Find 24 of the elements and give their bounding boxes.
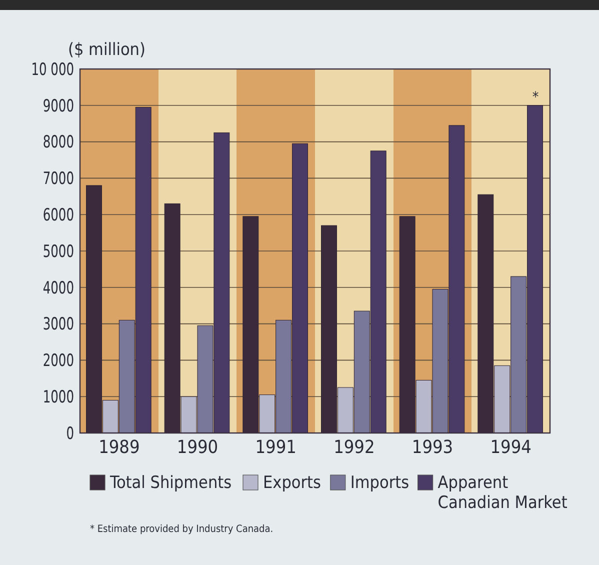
y-axis-title: ($ million) xyxy=(68,40,146,60)
y-tick-label: 2000 xyxy=(42,350,74,371)
y-tick-label: 9000 xyxy=(42,96,74,116)
x-tick-label: 1989 xyxy=(98,437,140,458)
y-tick-label: 5000 xyxy=(42,241,74,262)
y-tick-label: 1000 xyxy=(42,387,74,407)
y-tick-label: 10 000 xyxy=(31,59,74,80)
legend-label: Imports xyxy=(350,473,410,493)
y-tick-label: 3000 xyxy=(42,314,74,334)
x-tick-label: 1994 xyxy=(490,437,532,458)
legend-label: Exports xyxy=(263,473,322,493)
x-tick-label: 1992 xyxy=(334,437,375,458)
x-tick-label: 1990 xyxy=(176,437,218,458)
annotation: * xyxy=(532,89,539,106)
x-tick-label: 1991 xyxy=(255,437,296,458)
text: * Estimate provided by Industry Canada. xyxy=(90,524,274,535)
legend-label: Total Shipments xyxy=(109,473,232,493)
y-tick-label: 0 xyxy=(66,423,74,444)
y-tick-label: 8000 xyxy=(42,132,74,152)
y-tick-label: 6000 xyxy=(42,205,74,225)
x-tick-label: 1993 xyxy=(412,437,454,458)
legend-label: Apparent Canadian Market xyxy=(438,473,568,513)
y-tick-label: 7000 xyxy=(42,168,74,189)
y-tick-label: 4000 xyxy=(42,278,74,298)
